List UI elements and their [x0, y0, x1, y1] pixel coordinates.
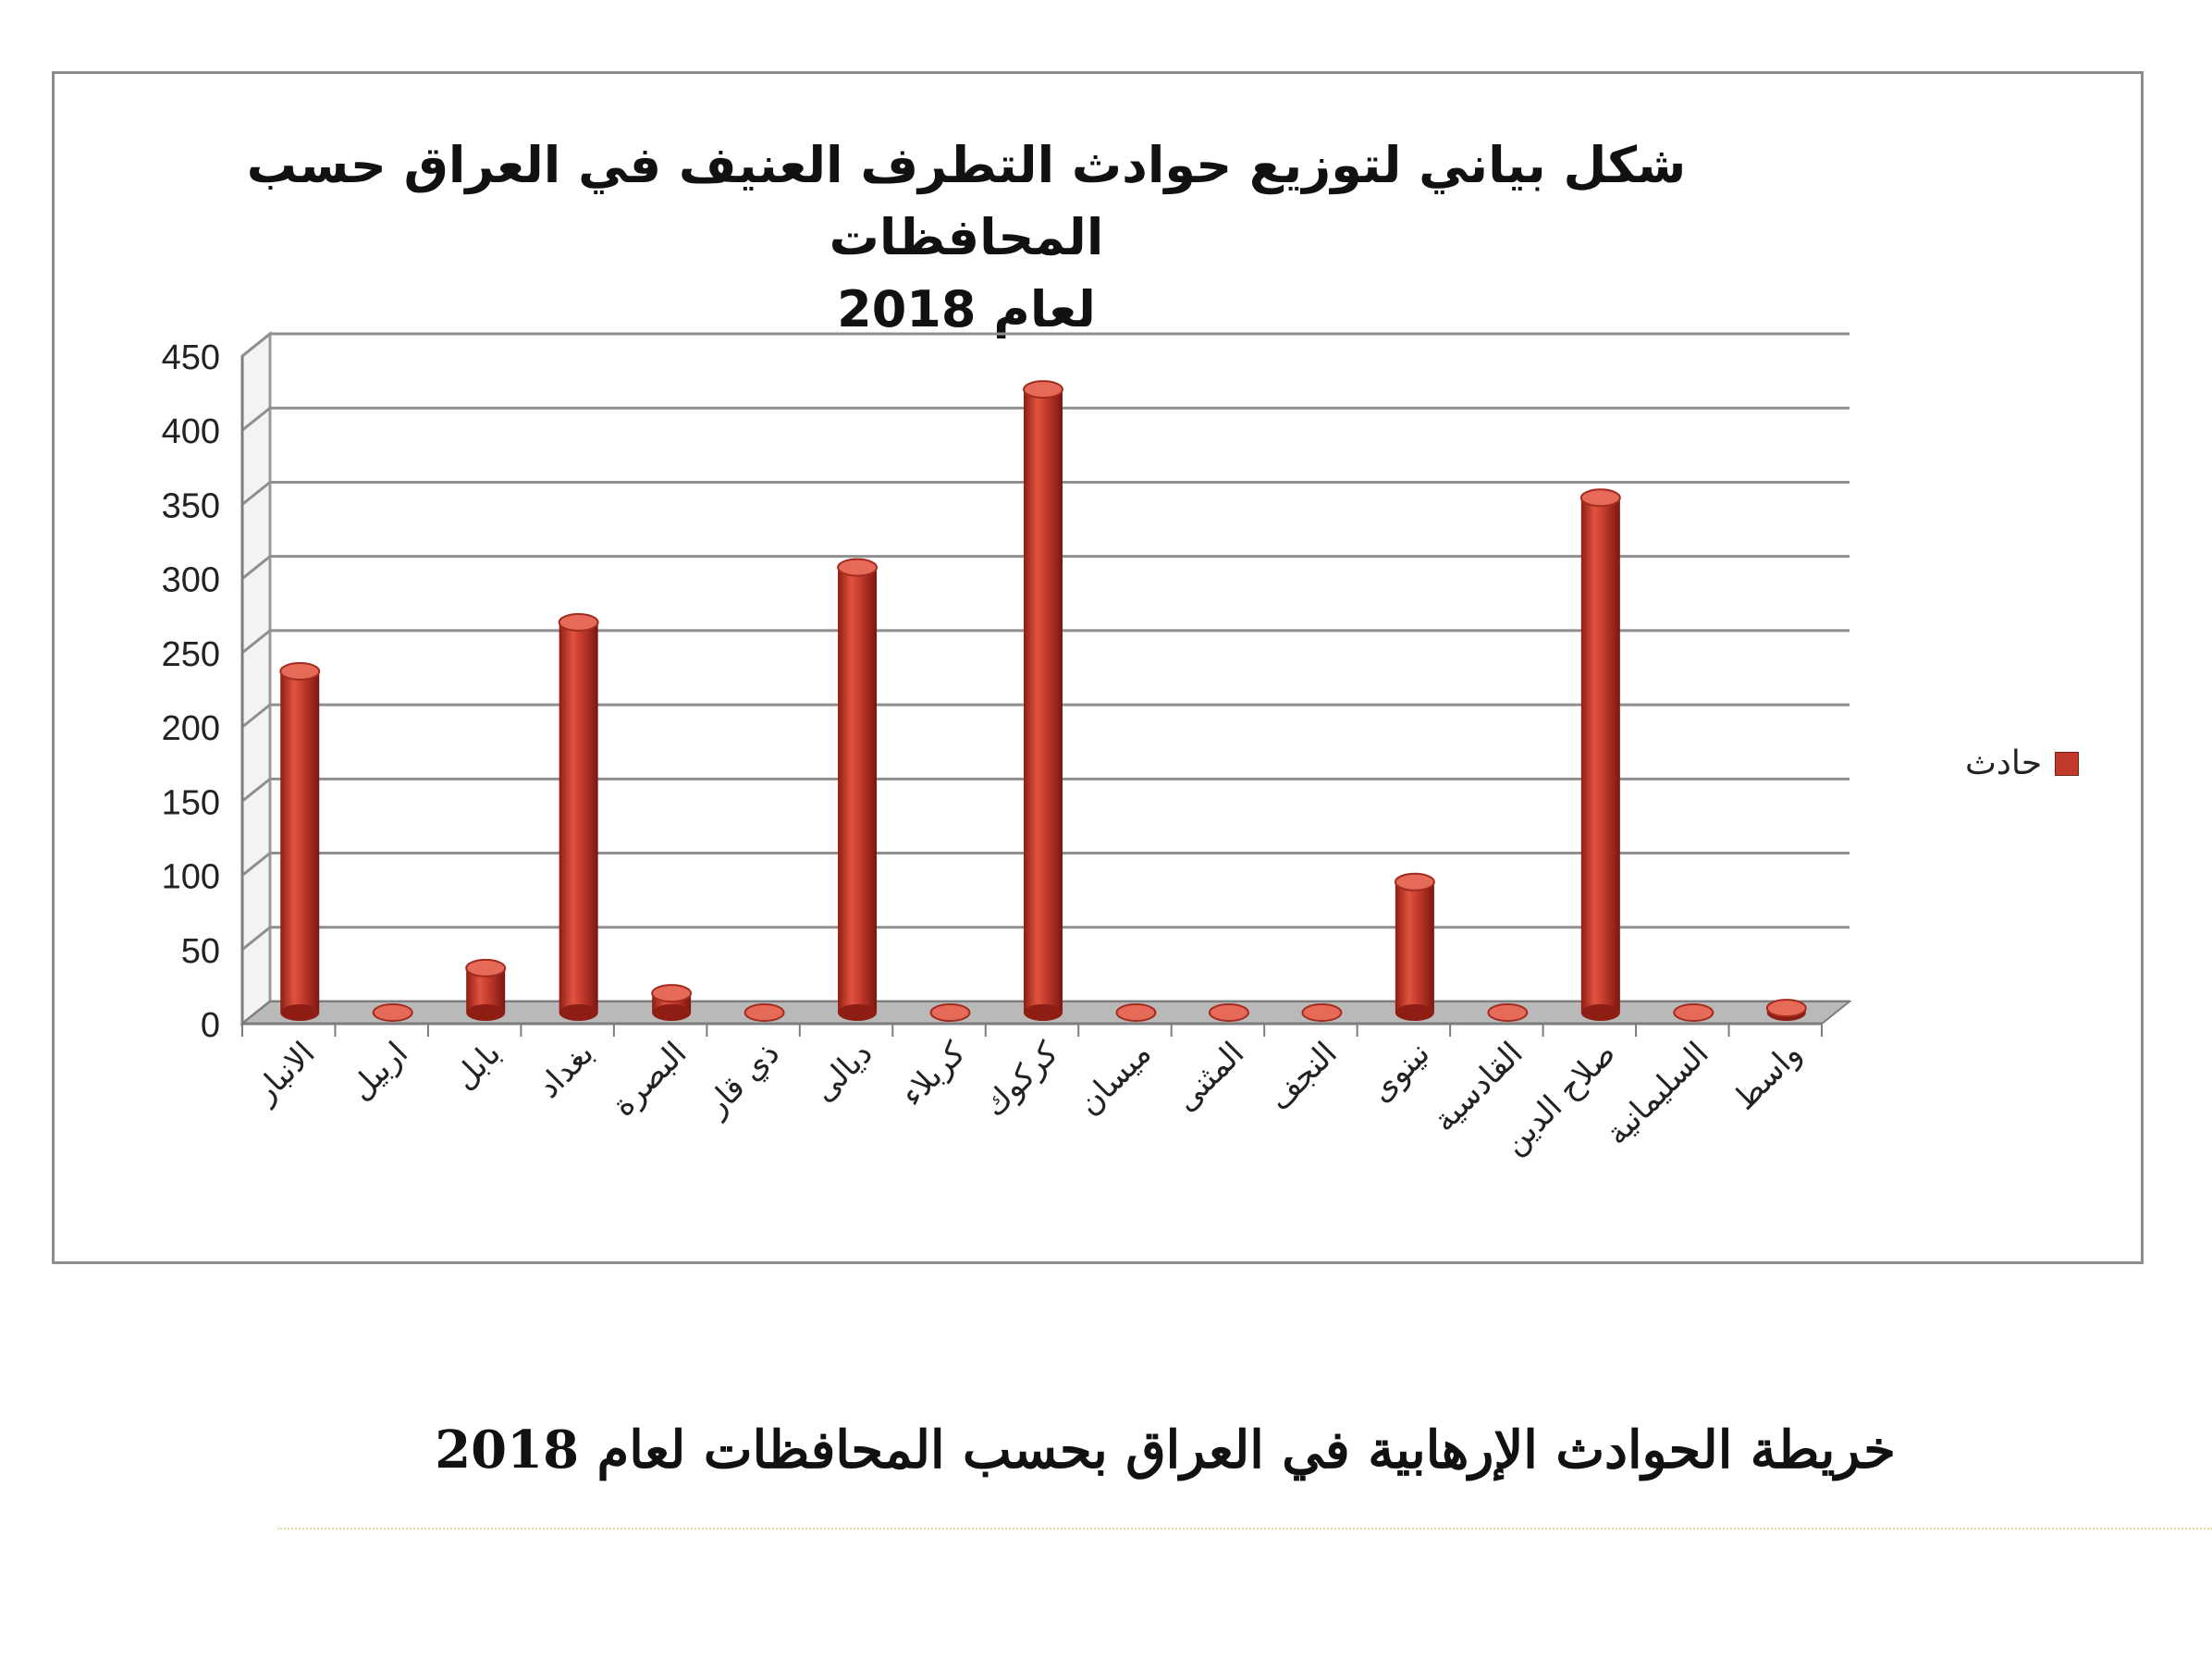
bar-top	[1579, 488, 1621, 508]
bar-top	[465, 958, 507, 977]
bar-top	[1394, 872, 1435, 891]
y-tick-label: 250	[162, 635, 220, 674]
chart-frame	[52, 71, 2144, 1264]
x-tick-label: كركوك	[977, 1035, 1066, 1124]
x-tick-label: بغداد	[530, 1035, 601, 1106]
bar-top	[279, 661, 321, 681]
x-tick-label: ديالى	[805, 1035, 879, 1109]
bar-top	[372, 1003, 413, 1022]
bar-top	[1115, 1003, 1157, 1022]
gridline	[241, 852, 1849, 877]
bar-base	[559, 1004, 598, 1021]
y-tick-label: 400	[162, 412, 220, 451]
legend-swatch	[2055, 751, 2080, 776]
gridline	[241, 703, 1849, 729]
footer-divider	[277, 1528, 2212, 1530]
x-tick-label: واسط	[1727, 1035, 1810, 1118]
x-tick-label: البصرة	[605, 1035, 694, 1124]
gridline	[241, 332, 1849, 358]
y-tick-label: 200	[162, 709, 220, 748]
gridline	[241, 555, 1849, 580]
x-tick-label: بابل	[446, 1035, 508, 1097]
bar	[1395, 881, 1434, 1013]
chart-title-line-2: لعام 2018	[837, 280, 1096, 338]
bar-top	[1208, 1003, 1249, 1022]
y-tick-label: 50	[181, 932, 220, 971]
y-tick-label: 350	[162, 486, 220, 525]
bar-top	[1301, 1003, 1343, 1022]
figure-caption: خريطة الحوادث الإرهابية في العراق بحسب ا…	[435, 1419, 1896, 1481]
y-tick-label: 100	[162, 858, 220, 897]
x-tick-label: ميسان	[1071, 1035, 1159, 1123]
gridline	[241, 406, 1849, 432]
bar	[280, 670, 320, 1013]
bar	[1580, 498, 1620, 1013]
bar-base	[838, 1004, 878, 1021]
bar	[838, 567, 878, 1013]
bar-top	[837, 558, 879, 577]
y-tick-label: 450	[162, 338, 220, 377]
bar-top	[743, 1003, 785, 1022]
bar-base	[1024, 1004, 1063, 1021]
y-tick-label: 300	[162, 561, 220, 600]
x-tick-label: ذي قار	[697, 1035, 787, 1124]
gridline	[241, 926, 1849, 951]
bar-top	[1765, 999, 1807, 1018]
bar-base	[1580, 1004, 1620, 1021]
bar-base	[466, 1004, 506, 1021]
bar-base	[280, 1004, 320, 1021]
x-tick-label: النجف	[1261, 1035, 1345, 1118]
bar-top	[558, 613, 599, 633]
x-tick-label: اربيل	[342, 1035, 415, 1108]
chart-title: شكل بياني لتوزيع حوادث التطرف العنيف في …	[185, 129, 1748, 346]
bar-top	[1487, 1003, 1529, 1022]
x-tick-label: الانبار	[246, 1035, 323, 1112]
side-wall	[240, 330, 272, 1027]
chart-title-line-1: شكل بياني لتوزيع حوادث التطرف العنيف في …	[246, 136, 1687, 266]
y-tick-label: 0	[201, 1006, 220, 1045]
bar	[559, 622, 598, 1013]
bar-top	[1023, 380, 1063, 399]
x-tick-label: كربلاء	[894, 1035, 974, 1114]
x-tick-label: المثنى	[1168, 1035, 1252, 1119]
bar-top	[651, 984, 693, 1003]
legend-label: حادث	[1965, 744, 2043, 782]
bar	[1024, 389, 1063, 1014]
gridline	[241, 480, 1849, 506]
legend: حادث	[1965, 744, 2080, 782]
gridline	[241, 777, 1849, 803]
bar-base	[652, 1004, 692, 1021]
gridline	[241, 629, 1849, 655]
bar-base	[1395, 1004, 1434, 1021]
y-tick-label: 150	[162, 783, 220, 822]
x-tick-label: السليمانية	[1599, 1035, 1716, 1152]
bar-top	[929, 1003, 971, 1022]
x-tick-label: نينوى	[1363, 1035, 1438, 1110]
bar-top	[1673, 1003, 1714, 1022]
